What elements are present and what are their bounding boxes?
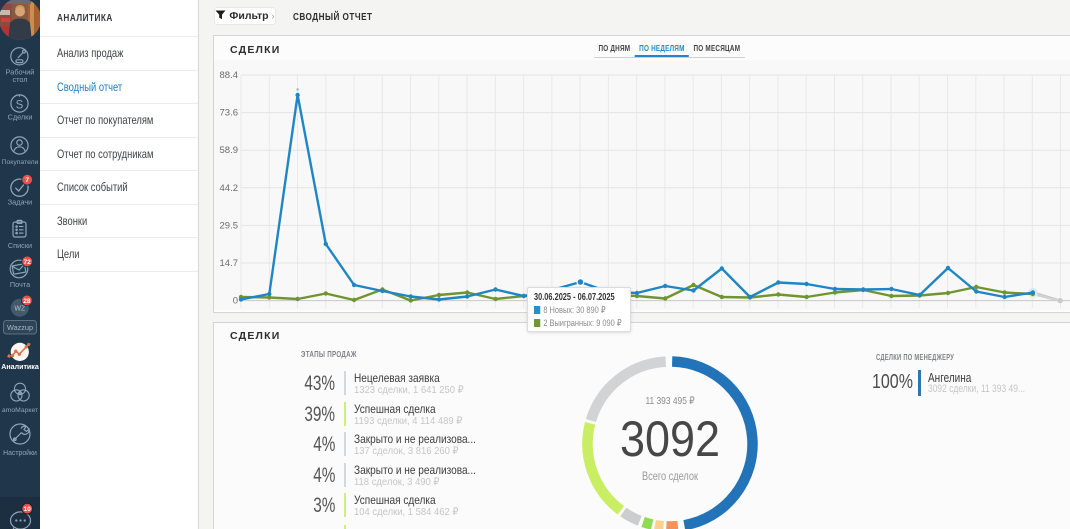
svg-text:Почта: Почта	[10, 280, 31, 289]
svg-text:Настройки: Настройки	[3, 449, 37, 457]
svg-text:7: 7	[25, 177, 29, 184]
svg-text:58.9: 58.9	[220, 145, 239, 156]
svg-text:28: 28	[23, 298, 31, 305]
svg-text:72: 72	[24, 259, 32, 266]
svg-text:Списки: Списки	[8, 241, 32, 250]
svg-text:стол: стол	[12, 75, 27, 84]
svg-text:88.4: 88.4	[220, 70, 239, 81]
svg-text:14.7: 14.7	[220, 258, 239, 269]
svg-text:44.2: 44.2	[220, 183, 239, 194]
svg-text:Сделки: Сделки	[8, 113, 33, 122]
svg-text:Аналитика: Аналитика	[1, 363, 39, 371]
svg-text:0: 0	[233, 296, 238, 307]
svg-text:10: 10	[24, 506, 32, 513]
svg-text:Рабочий: Рабочий	[6, 68, 35, 77]
svg-text:amoМаркет: amoМаркет	[2, 407, 38, 414]
svg-text:S: S	[16, 99, 24, 111]
svg-text:Wazzup: Wazzup	[7, 323, 33, 332]
svg-text:73.6: 73.6	[220, 108, 239, 119]
svg-text:Задачи: Задачи	[8, 198, 33, 207]
svg-text:29.5: 29.5	[220, 220, 239, 231]
svg-text:Покупатели: Покупатели	[2, 159, 39, 166]
svg-text:WZ: WZ	[14, 306, 26, 313]
